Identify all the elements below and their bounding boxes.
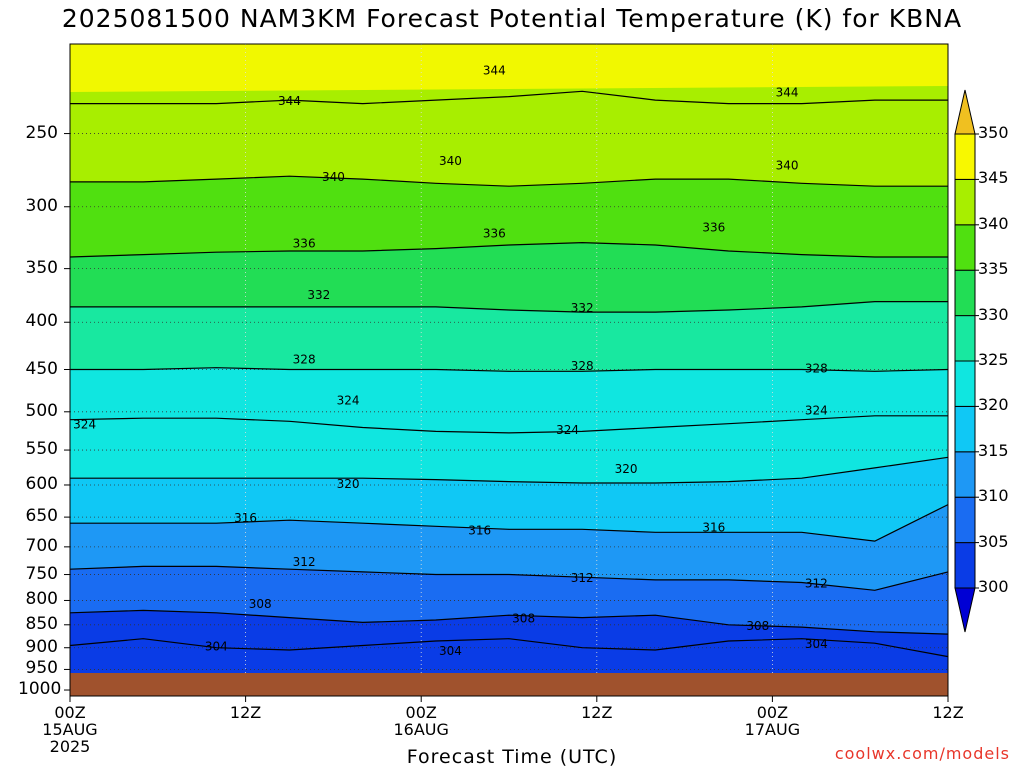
- colorbar-tick-label: 315: [978, 440, 1009, 460]
- x-axis-label: Forecast Time (UTC): [406, 746, 618, 768]
- colorbar-band: [954, 405, 976, 453]
- contour-label: 324: [337, 394, 360, 408]
- colorbar-band: [954, 269, 976, 317]
- y-tick-label: 900: [25, 636, 58, 657]
- x-tick-label: 12Z: [581, 703, 613, 722]
- contour-line-328: [70, 367, 949, 372]
- colorbar-band: [954, 496, 976, 544]
- contour-label: 340: [439, 154, 462, 168]
- contour-label: 320: [337, 477, 360, 491]
- contour-label: 324: [73, 418, 96, 432]
- ground-strip: [70, 673, 948, 696]
- contour-line-304: [69, 638, 949, 658]
- contour-label: 304: [439, 644, 462, 658]
- colorbar-band: [954, 451, 976, 498]
- contour-line-324: [69, 415, 948, 434]
- contour-label: 324: [805, 403, 828, 417]
- y-tick-label: 750: [25, 563, 58, 584]
- y-tick-label: 650: [25, 506, 58, 527]
- y-tick-label: 950: [25, 658, 58, 679]
- contour-line-316: [70, 504, 949, 542]
- contour-line-340: [70, 175, 948, 187]
- colorbar-tick-label: 345: [978, 168, 1009, 188]
- contour-label: 316: [234, 511, 257, 525]
- contour-label: 340: [322, 170, 345, 184]
- colorbar-band: [954, 178, 976, 226]
- colorbar-tick-label: 320: [978, 395, 1009, 415]
- contour-label: 308: [249, 597, 272, 611]
- contour-label: 312: [805, 576, 828, 590]
- contour-label: 312: [571, 571, 594, 585]
- y-tick-label: 250: [25, 122, 58, 143]
- contour-label: 328: [293, 353, 316, 367]
- colorbar-tick-label: 350: [978, 123, 1009, 142]
- contour-label: 344: [776, 85, 799, 99]
- contour-label: 344: [278, 94, 301, 108]
- y-tick-label: 850: [25, 613, 58, 634]
- y-tick-label: 450: [25, 358, 58, 379]
- contour-label: 316: [468, 523, 491, 537]
- colorbar-arrow-bottom: [954, 587, 976, 633]
- contour-line-332: [70, 301, 948, 313]
- contour-label: 312: [293, 555, 316, 569]
- colorbar-tick-label: 340: [978, 213, 1009, 233]
- y-tick-label: 350: [25, 257, 58, 278]
- colorbar-tick-label: 335: [978, 259, 1009, 279]
- contour-label: 332: [307, 288, 330, 302]
- y-tick-label: 800: [25, 589, 58, 610]
- y-tick-label: 700: [25, 535, 58, 556]
- contour-line-344: [70, 90, 948, 105]
- y-tick-label: 1000: [18, 679, 62, 700]
- colorbar-arrow-top: [954, 89, 976, 135]
- contour-label: 324: [556, 423, 579, 437]
- x-tick-label: 00Z 17AUG: [744, 703, 801, 739]
- colorbar-tick-label: 325: [978, 350, 1009, 369]
- y-tick-label: 400: [25, 311, 58, 332]
- colorbar-tick-label: 330: [978, 304, 1009, 324]
- contour-label: 336: [702, 220, 725, 234]
- x-tick-label: 12Z: [932, 703, 964, 722]
- contour-label: 328: [805, 362, 828, 376]
- contour-label: 340: [776, 158, 799, 172]
- contour-label: 304: [205, 639, 228, 653]
- fill-band-top: [70, 44, 948, 92]
- contour-line-336: [69, 241, 948, 258]
- contour-label: 336: [293, 237, 316, 251]
- contour-line-308: [69, 609, 949, 635]
- y-tick-label: 300: [25, 195, 58, 216]
- colorbar-band: [954, 315, 976, 362]
- y-tick-label: 550: [25, 439, 58, 460]
- colorbar-band: [954, 133, 976, 180]
- colorbar-tick-label: 305: [978, 531, 1009, 551]
- colorbar-band: [954, 360, 976, 407]
- contour-label: 304: [805, 637, 828, 651]
- contour-label: 316: [702, 520, 725, 534]
- contour-line-320: [70, 456, 949, 484]
- colorbar-band: [954, 224, 976, 271]
- y-tick-label: 600: [25, 473, 58, 494]
- contour-label: 336: [483, 227, 506, 241]
- contour-label: 328: [571, 359, 594, 373]
- contour-label: 308: [512, 612, 535, 626]
- colorbar-tick-label: 300: [978, 577, 1009, 596]
- x-tick-label: 12Z: [229, 703, 262, 722]
- chart-title: 2025081500 NAM3KM Forecast Potential Tem…: [61, 4, 963, 33]
- source-credit: coolwx.com/models: [834, 744, 1010, 763]
- contour-label: 308: [746, 619, 769, 633]
- x-tick-label: 00Z 16AUG: [393, 703, 449, 739]
- x-tick-label: 00Z 15AUG 2025: [42, 703, 98, 756]
- contour-line-312: [69, 565, 949, 591]
- contour-label: 344: [483, 63, 506, 77]
- contour-label: 320: [615, 462, 638, 476]
- colorbar-band: [954, 542, 976, 589]
- y-tick-label: 500: [25, 400, 58, 421]
- colorbar-tick-label: 310: [978, 486, 1009, 506]
- contour-label: 332: [571, 301, 594, 315]
